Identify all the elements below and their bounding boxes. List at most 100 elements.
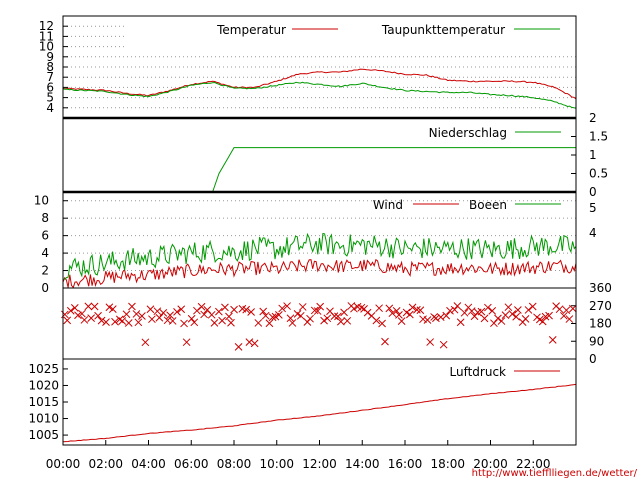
wind-direction-markers <box>61 302 577 351</box>
direction-point <box>548 336 557 344</box>
direction-point <box>340 308 348 317</box>
direction-point <box>254 319 263 327</box>
direction-point <box>484 303 492 312</box>
direction-point <box>375 304 383 313</box>
direction-point <box>521 315 530 323</box>
direction-point <box>138 312 146 320</box>
direction-point <box>497 317 506 325</box>
direction-point <box>388 309 397 318</box>
direction-point <box>298 303 307 311</box>
direction-point <box>63 316 72 325</box>
y-tick-label: 4 <box>41 246 49 260</box>
y-tick-label: 1025 <box>28 362 59 376</box>
direction-point <box>501 311 510 319</box>
right-tick-label: 1.5 <box>589 130 608 144</box>
direction-point <box>215 307 223 316</box>
direction-point <box>357 303 366 312</box>
direction-point <box>555 305 564 314</box>
y-tick-label: 1015 <box>28 395 59 409</box>
right-tick-label: 0 <box>589 352 597 366</box>
x-tick-label: 16:00 <box>388 457 423 471</box>
direction-point <box>166 311 174 320</box>
y-tick-label: 1010 <box>28 412 59 426</box>
direction-point <box>494 314 502 323</box>
direction-point <box>330 312 339 320</box>
y-tick-label: 8 <box>41 211 49 225</box>
legend-wind: Wind <box>373 198 403 212</box>
direction-point <box>66 306 75 315</box>
y-tick-label: 0 <box>41 281 49 295</box>
direction-point <box>225 312 233 321</box>
wind-line <box>62 258 577 289</box>
direction-point <box>397 317 406 325</box>
direction-point <box>148 315 156 324</box>
direction-point <box>480 314 489 323</box>
y-tick-label: 1005 <box>28 428 59 442</box>
direction-point <box>221 303 229 312</box>
direction-point <box>313 307 322 315</box>
direction-point <box>94 311 102 320</box>
right-tick-label: 5 <box>589 201 597 215</box>
direction-point <box>259 307 268 316</box>
right-tick-label: 270 <box>589 299 612 313</box>
direction-point <box>323 314 332 323</box>
direction-point <box>442 311 451 320</box>
y-tick-label: 9 <box>46 50 54 64</box>
direction-point <box>227 318 235 327</box>
direction-point <box>381 337 389 346</box>
direction-point <box>395 311 403 319</box>
direction-point <box>146 305 155 314</box>
direction-point <box>467 307 476 315</box>
y-tick-label: 6 <box>41 229 49 243</box>
direction-point <box>569 304 577 313</box>
legend-taupunkttemperatur: Taupunkttemperatur <box>381 23 505 37</box>
direction-point <box>124 319 133 327</box>
direction-point <box>207 310 216 319</box>
source-url: http://www.tiefflliegen.de/wetter/ <box>472 468 638 479</box>
direction-point <box>155 313 164 322</box>
direction-point <box>460 308 469 317</box>
y-tick-label: 6 <box>46 80 54 94</box>
direction-point <box>218 316 226 325</box>
direction-point <box>296 311 305 320</box>
legend-luftdruck: Luftdruck <box>449 365 506 379</box>
direction-point <box>80 316 89 324</box>
direction-point <box>343 316 352 325</box>
legend-temperatur: Temperatur <box>216 23 286 37</box>
x-tick-label: 08:00 <box>217 457 252 471</box>
y-tick-label: 2 <box>41 264 49 278</box>
direction-point <box>488 307 497 315</box>
right-tick-label: 2 <box>589 111 597 125</box>
direction-point <box>182 338 191 347</box>
y-tick-label: 10 <box>39 40 54 54</box>
direction-point <box>87 314 96 322</box>
precipitation-line <box>212 147 576 193</box>
direction-point <box>283 302 291 310</box>
direction-point <box>247 308 255 316</box>
direction-point <box>159 309 168 317</box>
direction-point <box>405 310 414 319</box>
direction-point <box>524 306 533 314</box>
x-tick-label: 00:00 <box>46 457 81 471</box>
direction-point <box>173 308 181 316</box>
direction-point <box>416 306 425 315</box>
direction-point <box>565 315 574 323</box>
direction-point <box>275 311 283 319</box>
y-tick-label: 4 <box>46 101 54 115</box>
direction-point <box>392 307 401 315</box>
direction-point <box>261 311 270 320</box>
x-tick-label: 22:00 <box>516 457 551 471</box>
direction-point <box>456 318 465 327</box>
direction-point <box>242 305 251 314</box>
direction-point <box>446 306 454 315</box>
direction-point <box>490 319 498 328</box>
direction-point <box>108 305 117 313</box>
direction-point <box>97 316 106 325</box>
direction-point <box>432 314 440 323</box>
x-tick-label: 04:00 <box>131 457 166 471</box>
direction-point <box>508 310 517 318</box>
direction-point <box>439 340 448 349</box>
y-tick-label: 8 <box>46 60 54 74</box>
direction-point <box>528 302 537 311</box>
direction-point <box>210 319 219 327</box>
